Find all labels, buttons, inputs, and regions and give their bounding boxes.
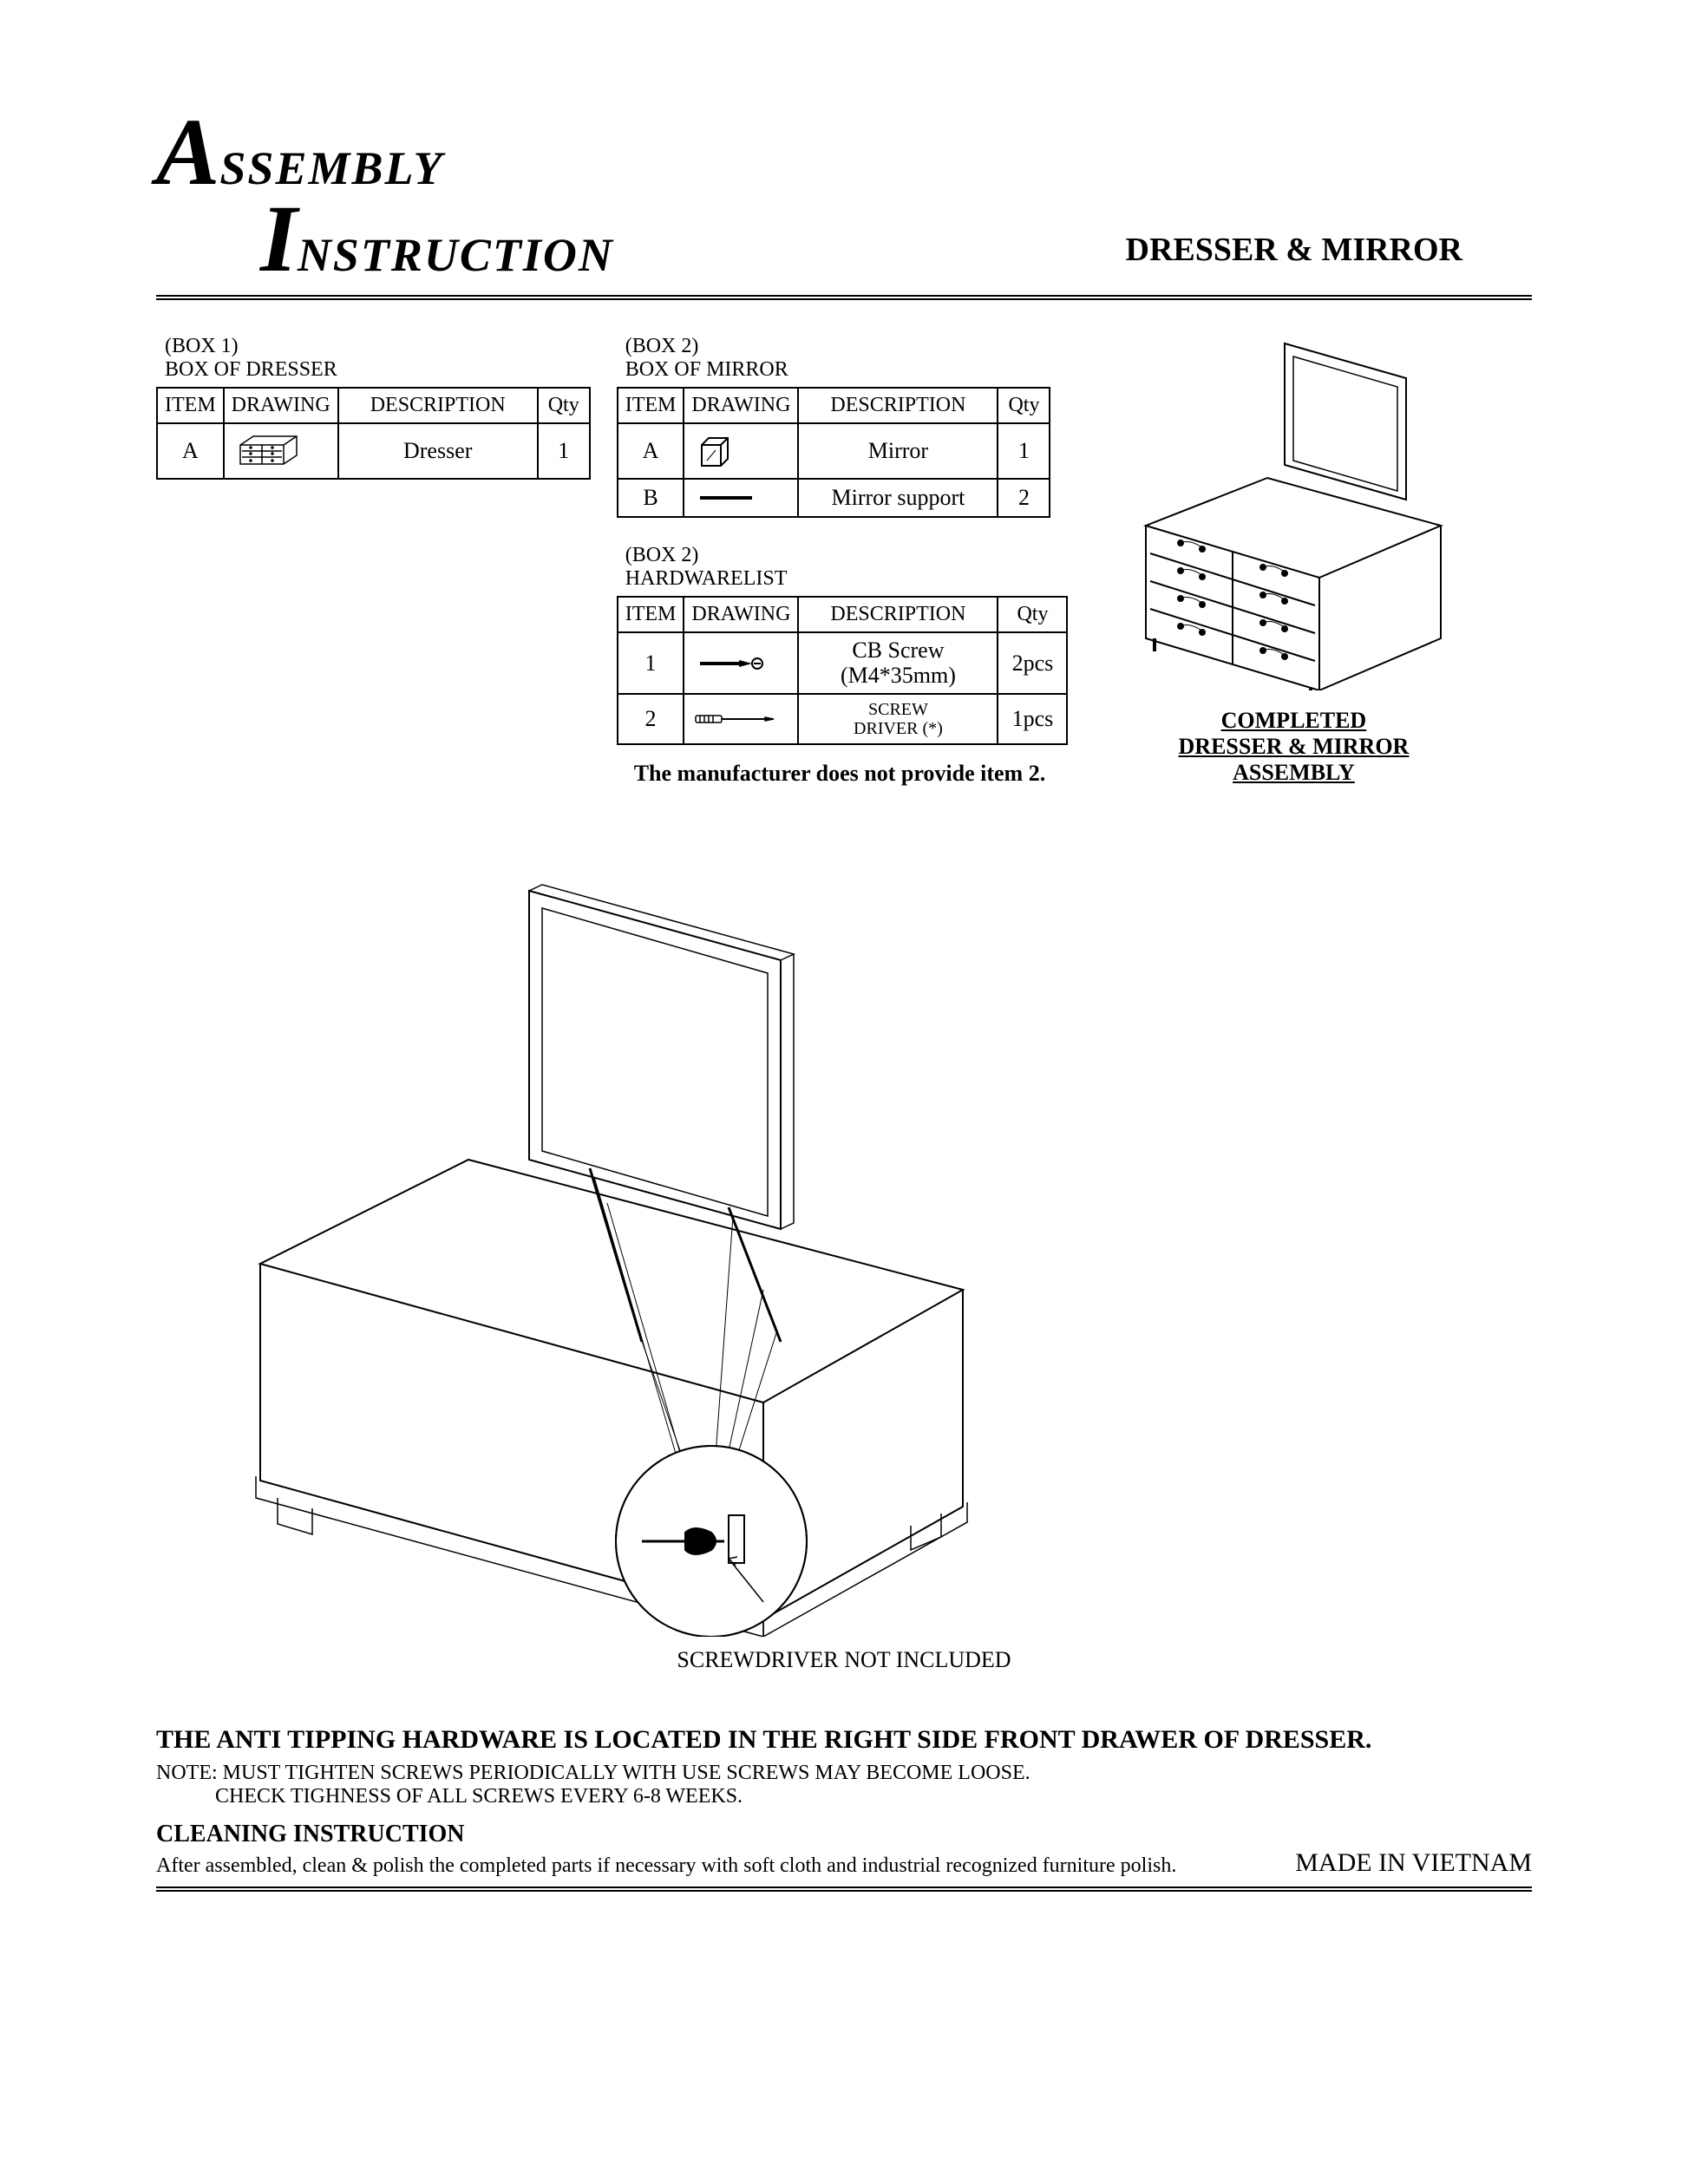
- cell-drawing: [224, 423, 338, 479]
- table-header-row: ITEM DRAWING DESCRIPTION Qty: [618, 388, 1050, 423]
- th-qty: Qty: [998, 388, 1050, 423]
- box1-label-l1: (BOX 1): [165, 335, 239, 357]
- cell-qty: 2: [998, 479, 1050, 517]
- th-item: ITEM: [157, 388, 224, 423]
- dresser-icon: [232, 429, 301, 473]
- cell-item: A: [618, 423, 684, 479]
- table-row: 2 SCREW: [618, 694, 1068, 744]
- title-line-1: ASSEMBLY: [156, 104, 614, 199]
- table-row: A: [157, 423, 590, 479]
- anti-tip-note: THE ANTI TIPPING HARDWARE IS LOCATED IN …: [156, 1725, 1532, 1755]
- cell-qty: 2pcs: [998, 632, 1067, 694]
- cleaning-heading: CLEANING INSTRUCTION: [156, 1821, 1532, 1848]
- cell-drawing: [684, 423, 798, 479]
- cell-qty: 1pcs: [998, 694, 1067, 744]
- table-row: 1 CB Screw (M4*35mm: [618, 632, 1068, 694]
- title-initial-i: I: [260, 186, 298, 291]
- box2-label: (BOX 2) BOX OF MIRROR: [625, 335, 1069, 382]
- table-header-row: ITEM DRAWING DESCRIPTION Qty: [618, 597, 1068, 632]
- mirror-icon: [691, 429, 735, 473]
- header: ASSEMBLY INSTRUCTION DRESSER & MIRROR: [156, 104, 1532, 300]
- desc-l1: CB Screw: [852, 638, 944, 663]
- th-drawing: DRAWING: [224, 388, 338, 423]
- cell-description: Mirror support: [798, 479, 998, 517]
- title-line-2: INSTRUCTION: [260, 191, 614, 286]
- cell-qty: 1: [998, 423, 1050, 479]
- hardware-note: The manufacturer does not provide item 2…: [634, 761, 1069, 787]
- title-rest-1: SSEMBLY: [219, 142, 443, 194]
- box1-label: (BOX 1) BOX OF DRESSER: [165, 335, 591, 382]
- table-row: B Mirror support 2: [618, 479, 1050, 517]
- hardware-table: ITEM DRAWING DESCRIPTION Qty 1: [617, 596, 1069, 745]
- cell-drawing: [684, 694, 798, 744]
- th-description: DESCRIPTION: [798, 597, 998, 632]
- content-row: (BOX 1) BOX OF DRESSER ITEM DRAWING DESC…: [156, 326, 1532, 787]
- footer-note-2: CHECK TIGHNESS OF ALL SCREWS EVERY 6-8 W…: [215, 1785, 1532, 1808]
- assembly-diagram-icon: [156, 856, 1110, 1637]
- footer-note-1: NOTE: MUST TIGHTEN SCREWS PERIODICALLY W…: [156, 1762, 1532, 1785]
- cell-drawing: [684, 479, 798, 517]
- table-header-row: ITEM DRAWING DESCRIPTION Qty: [157, 388, 590, 423]
- th-item: ITEM: [618, 388, 684, 423]
- completed-column: COMPLETED DRESSER & MIRROR ASSEMBLY: [1111, 326, 1475, 786]
- cell-description: Dresser: [338, 423, 538, 479]
- cell-description: CB Screw (M4*35mm): [798, 632, 998, 694]
- box1-label-l2: BOX OF DRESSER: [165, 358, 337, 381]
- hardware-label: (BOX 2) HARDWARELIST: [625, 544, 1069, 591]
- diagram-caption: SCREWDRIVER NOT INCLUDED: [156, 1647, 1532, 1673]
- desc-l2: (M4*35mm): [841, 663, 956, 688]
- cell-description: SCREW DRIVER (*): [798, 694, 998, 744]
- footer-final-row: After assembled, clean & polish the comp…: [156, 1848, 1532, 1892]
- cell-item: 2: [618, 694, 684, 744]
- box2-table: ITEM DRAWING DESCRIPTION Qty A: [617, 387, 1051, 518]
- box2-column: (BOX 2) BOX OF MIRROR ITEM DRAWING DESCR…: [617, 326, 1069, 787]
- cell-item: B: [618, 479, 684, 517]
- main-diagram: SCREWDRIVER NOT INCLUDED: [156, 856, 1532, 1673]
- th-drawing: DRAWING: [684, 597, 798, 632]
- screwdriver-icon: [691, 709, 778, 729]
- th-qty: Qty: [998, 597, 1067, 632]
- th-description: DESCRIPTION: [338, 388, 538, 423]
- hardware-label-l1: (BOX 2): [625, 544, 699, 566]
- th-description: DESCRIPTION: [798, 388, 998, 423]
- title-block: ASSEMBLY INSTRUCTION: [156, 104, 614, 286]
- cell-item: 1: [618, 632, 684, 694]
- cleaning-text: After assembled, clean & polish the comp…: [156, 1854, 1176, 1878]
- hardware-label-l2: HARDWARELIST: [625, 567, 788, 590]
- cell-drawing: [684, 632, 798, 694]
- page: ASSEMBLY INSTRUCTION DRESSER & MIRROR (B…: [0, 0, 1688, 2184]
- box1-table: ITEM DRAWING DESCRIPTION Qty A: [156, 387, 591, 480]
- table-row: A Mirror 1: [618, 423, 1050, 479]
- cell-description: Mirror: [798, 423, 998, 479]
- cell-item: A: [157, 423, 224, 479]
- subtitle: DRESSER & MIRROR: [1126, 231, 1462, 269]
- bar-icon: [691, 489, 761, 507]
- completed-l2: DRESSER & MIRROR: [1179, 734, 1410, 759]
- completed-assembly-icon: [1111, 326, 1458, 690]
- title-rest-2: NSTRUCTION: [298, 229, 614, 281]
- desc-l2: DRIVER (*): [854, 719, 943, 738]
- title-initial-a: A: [156, 99, 219, 205]
- th-qty: Qty: [538, 388, 590, 423]
- footer: THE ANTI TIPPING HARDWARE IS LOCATED IN …: [156, 1725, 1532, 1892]
- box2-label-l1: (BOX 2): [625, 335, 699, 357]
- completed-l3: ASSEMBLY: [1233, 760, 1355, 785]
- origin-text: MADE IN VIETNAM: [1295, 1848, 1532, 1878]
- completed-l1: COMPLETED: [1221, 708, 1367, 733]
- completed-caption: COMPLETED DRESSER & MIRROR ASSEMBLY: [1111, 708, 1475, 786]
- cell-qty: 1: [538, 423, 590, 479]
- box1-column: (BOX 1) BOX OF DRESSER ITEM DRAWING DESC…: [156, 326, 591, 480]
- screw-icon: [691, 653, 769, 674]
- th-drawing: DRAWING: [684, 388, 798, 423]
- th-item: ITEM: [618, 597, 684, 632]
- box2-label-l2: BOX OF MIRROR: [625, 358, 788, 381]
- desc-l1: SCREW: [868, 700, 928, 719]
